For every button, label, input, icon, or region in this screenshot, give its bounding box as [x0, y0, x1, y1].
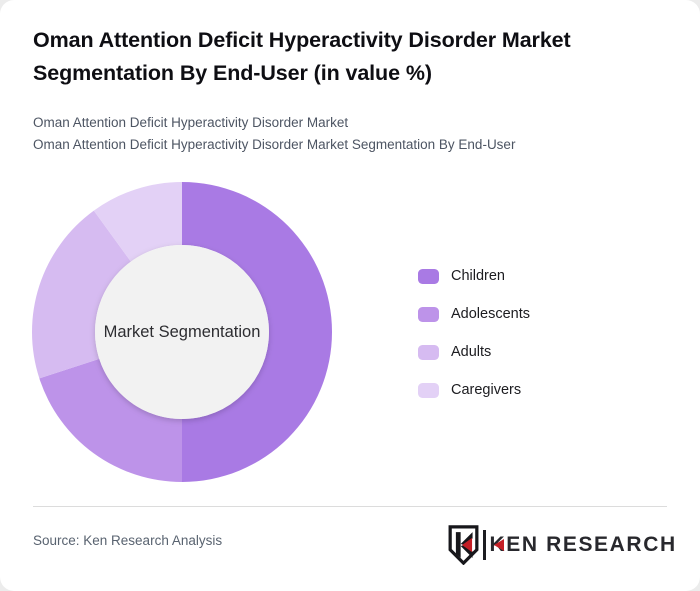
legend-item-adults: Adults	[418, 344, 530, 360]
legend-swatch-adolescents	[418, 306, 439, 322]
donut-chart	[32, 182, 332, 482]
legend-swatch-children	[418, 268, 439, 284]
brand-wordmark: KEN RESEARCH	[489, 533, 677, 556]
legend-item-children: Children	[418, 268, 530, 284]
legend-label: Caregivers	[451, 382, 522, 398]
legend-label: Children	[451, 268, 505, 284]
legend-label: Adults	[451, 344, 492, 360]
ken-research-shield-icon	[448, 525, 479, 565]
subtitle-line-2: Oman Attention Deficit Hyperactivity Dis…	[33, 136, 516, 152]
donut-slice-adults	[32, 210, 131, 379]
donut-hole	[95, 245, 269, 419]
chart-subtitle: Oman Attention Deficit Hyperactivity Dis…	[33, 112, 515, 155]
legend-swatch-caregivers	[418, 382, 439, 398]
chart-legend: Children Adolescents Adults Caregivers	[418, 268, 530, 420]
donut-slice-caregivers	[93, 182, 182, 262]
page-title: Oman Attention Deficit Hyperactivity Dis…	[33, 28, 571, 85]
donut-slice-adolescents	[39, 358, 182, 482]
donut-center-label: Market Segmentation	[103, 323, 261, 341]
legend-label: Adolescents	[451, 306, 530, 322]
subtitle-line-1: Oman Attention Deficit Hyperactivity Dis…	[33, 115, 349, 130]
ken-research-logo: KEN RESEARCH	[447, 525, 677, 565]
logo-separator-bar	[483, 530, 486, 560]
brand-k-triangle-icon	[493, 539, 504, 551]
footer-divider	[33, 506, 667, 507]
legend-item-adolescents: Adolescents	[418, 306, 530, 322]
legend-swatch-adults	[418, 344, 439, 360]
legend-item-caregivers: Caregivers	[418, 382, 530, 398]
donut-slice-children	[182, 182, 332, 482]
donut-chart-svg	[32, 182, 332, 482]
source-note: Source: Ken Research Analysis	[33, 533, 223, 548]
donut-slices	[32, 182, 332, 482]
